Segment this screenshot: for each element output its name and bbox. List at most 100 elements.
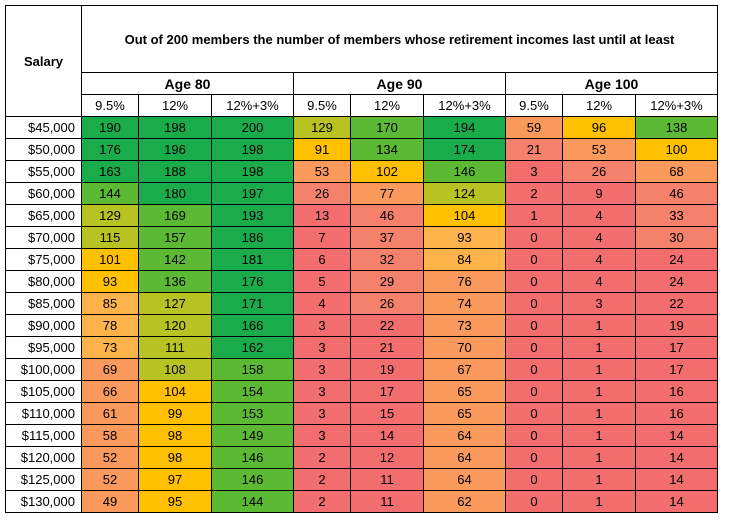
subheader-rate: 12% xyxy=(562,94,636,117)
value-cell: 120 xyxy=(138,314,212,337)
salary-cell: $80,000 xyxy=(5,270,82,293)
value-cell: 3 xyxy=(293,358,351,381)
salary-cell: $60,000 xyxy=(5,182,82,205)
value-cell: 19 xyxy=(350,358,424,381)
value-cell: 134 xyxy=(350,138,424,161)
value-cell: 4 xyxy=(562,226,636,249)
value-cell: 181 xyxy=(211,248,294,271)
table-body: $45,000 190 198 200 129 170 194 59 96 138 $50,000 1… xyxy=(5,116,718,513)
value-cell: 4 xyxy=(562,270,636,293)
salary-cell: $115,000 xyxy=(5,424,82,447)
value-cell: 0 xyxy=(505,446,563,469)
table-row: $110,000 61 99 153 3 15 65 0 1 16 xyxy=(5,402,718,425)
value-cell: 24 xyxy=(635,248,718,271)
value-cell: 6 xyxy=(293,248,351,271)
value-cell: 174 xyxy=(423,138,506,161)
value-cell: 196 xyxy=(138,138,212,161)
value-cell: 3 xyxy=(293,380,351,403)
value-cell: 162 xyxy=(211,336,294,359)
value-cell: 69 xyxy=(81,358,139,381)
table-row: $105,000 66 104 154 3 17 65 0 1 16 xyxy=(5,380,718,403)
value-cell: 198 xyxy=(211,138,294,161)
value-cell: 17 xyxy=(635,336,718,359)
value-cell: 194 xyxy=(423,116,506,139)
value-cell: 0 xyxy=(505,270,563,293)
value-cell: 3 xyxy=(293,402,351,425)
value-cell: 85 xyxy=(81,292,139,315)
value-cell: 4 xyxy=(562,248,636,271)
value-cell: 149 xyxy=(211,424,294,447)
value-cell: 176 xyxy=(81,138,139,161)
value-cell: 74 xyxy=(423,292,506,315)
value-cell: 1 xyxy=(562,336,636,359)
value-cell: 197 xyxy=(211,182,294,205)
value-cell: 14 xyxy=(350,424,424,447)
value-cell: 26 xyxy=(562,160,636,183)
value-cell: 169 xyxy=(138,204,212,227)
table-row: $55,000 163 188 198 53 102 146 3 26 68 xyxy=(5,160,718,183)
table-row: $45,000 190 198 200 129 170 194 59 96 138 xyxy=(5,116,718,139)
salary-cell: $105,000 xyxy=(5,380,82,403)
value-cell: 17 xyxy=(350,380,424,403)
table-title: Out of 200 members the number of members… xyxy=(81,5,718,73)
value-cell: 67 xyxy=(423,358,506,381)
value-cell: 53 xyxy=(293,160,351,183)
value-cell: 17 xyxy=(635,358,718,381)
value-cell: 21 xyxy=(350,336,424,359)
salary-cell: $130,000 xyxy=(5,490,82,513)
value-cell: 29 xyxy=(350,270,424,293)
value-cell: 64 xyxy=(423,424,506,447)
value-cell: 73 xyxy=(423,314,506,337)
value-cell: 32 xyxy=(350,248,424,271)
value-cell: 186 xyxy=(211,226,294,249)
value-cell: 3 xyxy=(293,424,351,447)
salary-cell: $120,000 xyxy=(5,446,82,469)
value-cell: 144 xyxy=(81,182,139,205)
value-cell: 13 xyxy=(293,204,351,227)
value-cell: 11 xyxy=(350,490,424,513)
value-cell: 166 xyxy=(211,314,294,337)
value-cell: 146 xyxy=(211,446,294,469)
value-cell: 0 xyxy=(505,424,563,447)
table-row: $95,000 73 111 162 3 21 70 0 1 17 xyxy=(5,336,718,359)
value-cell: 70 xyxy=(423,336,506,359)
group-header-age-90: Age 90 xyxy=(293,72,506,95)
value-cell: 98 xyxy=(138,446,212,469)
salary-cell: $95,000 xyxy=(5,336,82,359)
value-cell: 138 xyxy=(635,116,718,139)
subheader-rate: 12% xyxy=(138,94,212,117)
value-cell: 2 xyxy=(293,490,351,513)
value-cell: 15 xyxy=(350,402,424,425)
table-row: $75,000 101 142 181 6 32 84 0 4 24 xyxy=(5,248,718,271)
value-cell: 102 xyxy=(350,160,424,183)
value-cell: 0 xyxy=(505,226,563,249)
table-row: $120,000 52 98 146 2 12 64 0 1 14 xyxy=(5,446,718,469)
value-cell: 78 xyxy=(81,314,139,337)
value-cell: 93 xyxy=(423,226,506,249)
value-cell: 16 xyxy=(635,402,718,425)
value-cell: 1 xyxy=(562,380,636,403)
value-cell: 101 xyxy=(81,248,139,271)
value-cell: 0 xyxy=(505,292,563,315)
value-cell: 3 xyxy=(505,160,563,183)
value-cell: 77 xyxy=(350,182,424,205)
value-cell: 49 xyxy=(81,490,139,513)
value-cell: 52 xyxy=(81,446,139,469)
value-cell: 0 xyxy=(505,314,563,337)
value-cell: 76 xyxy=(423,270,506,293)
value-cell: 2 xyxy=(293,468,351,491)
value-cell: 157 xyxy=(138,226,212,249)
value-cell: 1 xyxy=(562,424,636,447)
salary-cell: $100,000 xyxy=(5,358,82,381)
value-cell: 0 xyxy=(505,380,563,403)
salary-cell: $90,000 xyxy=(5,314,82,337)
value-cell: 14 xyxy=(635,446,718,469)
value-cell: 0 xyxy=(505,358,563,381)
value-cell: 22 xyxy=(350,314,424,337)
subheader-rate: 9.5% xyxy=(505,94,563,117)
value-cell: 26 xyxy=(350,292,424,315)
value-cell: 9 xyxy=(562,182,636,205)
salary-cell: $45,000 xyxy=(5,116,82,139)
value-cell: 64 xyxy=(423,446,506,469)
value-cell: 198 xyxy=(138,116,212,139)
